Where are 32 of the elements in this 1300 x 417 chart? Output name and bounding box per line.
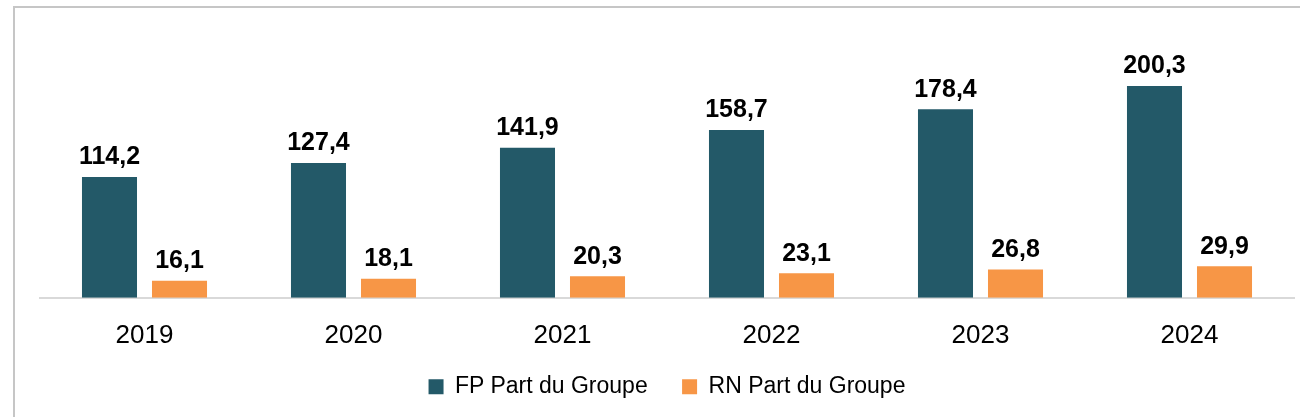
bar	[1196, 266, 1253, 298]
data-label: 141,9	[496, 112, 559, 141]
x-tick-label: 2023	[951, 318, 1010, 349]
data-label: 29,9	[1200, 230, 1249, 259]
data-label: 178,4	[914, 73, 977, 102]
bar	[499, 147, 556, 298]
bar	[708, 129, 765, 298]
bar	[290, 163, 347, 298]
data-label: 26,8	[991, 233, 1040, 262]
data-label: 200,3	[1123, 50, 1186, 79]
legend-label: RN Part du Groupe	[708, 372, 906, 399]
bar	[81, 177, 138, 298]
bar	[360, 278, 417, 298]
data-label: 18,1	[364, 243, 413, 272]
bar	[917, 109, 974, 298]
bar	[778, 273, 835, 298]
bar	[569, 276, 626, 298]
legend-label: FP Part du Groupe	[455, 372, 648, 399]
x-tick-label: 2019	[115, 318, 174, 349]
bar	[151, 280, 208, 298]
data-label: 16,1	[155, 245, 204, 274]
bar	[1126, 86, 1183, 298]
data-label: 114,2	[78, 141, 141, 170]
x-tick-label: 2020	[324, 318, 383, 349]
data-label: 158,7	[705, 94, 768, 123]
data-label: 20,3	[573, 240, 622, 269]
bar	[987, 269, 1044, 298]
data-label: 23,1	[782, 237, 831, 266]
x-tick-label: 2024	[1160, 318, 1219, 349]
data-label: 127,4	[287, 127, 350, 156]
x-tick-label: 2022	[742, 318, 801, 349]
x-tick-label: 2021	[533, 318, 592, 349]
